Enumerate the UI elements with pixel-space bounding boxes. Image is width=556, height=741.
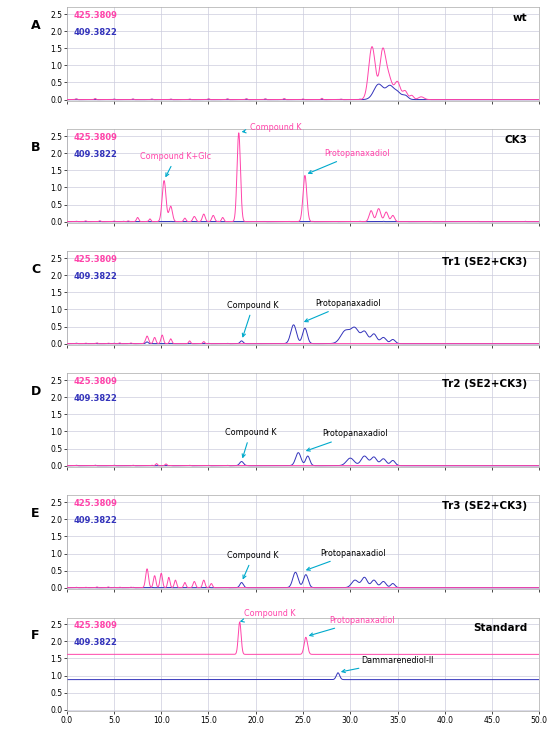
Text: 425.3809: 425.3809: [74, 377, 118, 386]
Text: B: B: [31, 141, 41, 153]
Text: 409.3822: 409.3822: [74, 516, 118, 525]
Text: F: F: [31, 629, 40, 642]
Text: 425.3809: 425.3809: [74, 11, 118, 20]
Text: 409.3822: 409.3822: [74, 638, 118, 647]
Text: 425.3809: 425.3809: [74, 499, 118, 508]
Text: 425.3809: 425.3809: [74, 621, 118, 631]
Text: Compound K: Compound K: [225, 428, 276, 457]
Text: 425.3809: 425.3809: [74, 255, 118, 265]
Text: D: D: [31, 385, 42, 398]
Text: Compound K: Compound K: [227, 301, 279, 336]
Text: Compound K: Compound K: [243, 123, 301, 133]
Text: Dammarenediol-II: Dammarenediol-II: [342, 656, 434, 673]
Text: Protopanaxadiol: Protopanaxadiol: [309, 149, 389, 173]
Text: wt: wt: [513, 13, 528, 23]
Text: Compound K+Glc: Compound K+Glc: [141, 152, 212, 176]
Text: C: C: [31, 263, 41, 276]
Text: Tr3 (SE2+CK3): Tr3 (SE2+CK3): [443, 501, 528, 511]
Text: Tr1 (SE2+CK3): Tr1 (SE2+CK3): [443, 257, 528, 267]
Text: 409.3822: 409.3822: [74, 28, 118, 37]
Text: Protopanaxadiol: Protopanaxadiol: [305, 299, 381, 322]
Text: Compound K: Compound K: [227, 551, 279, 579]
Text: Protopanaxadiol: Protopanaxadiol: [307, 429, 388, 451]
Text: Tr2 (SE2+CK3): Tr2 (SE2+CK3): [443, 379, 528, 389]
Text: 409.3822: 409.3822: [74, 150, 118, 159]
Text: A: A: [31, 19, 41, 32]
Text: Compound K: Compound K: [241, 609, 296, 622]
Text: E: E: [31, 507, 40, 519]
Text: Standard: Standard: [473, 623, 528, 633]
Text: 409.3822: 409.3822: [74, 272, 118, 281]
Text: CK3: CK3: [505, 135, 528, 145]
Text: Protopanaxadiol: Protopanaxadiol: [310, 616, 395, 636]
Text: Protopanaxadiol: Protopanaxadiol: [307, 548, 385, 571]
Text: 409.3822: 409.3822: [74, 394, 118, 403]
Text: 425.3809: 425.3809: [74, 133, 118, 142]
